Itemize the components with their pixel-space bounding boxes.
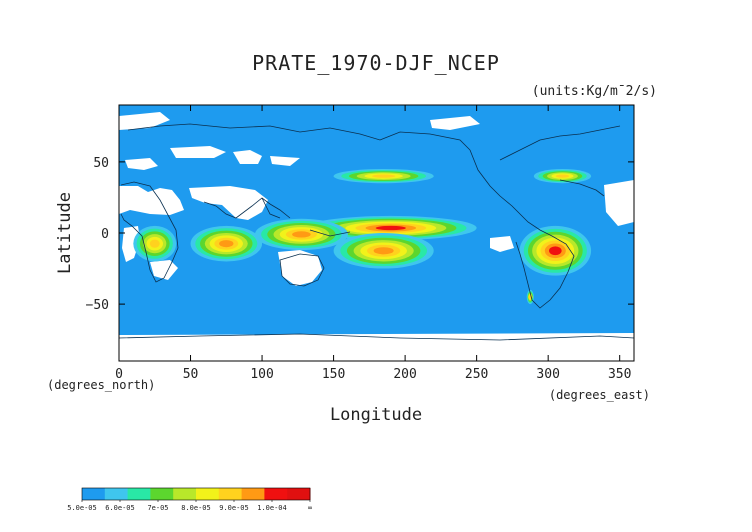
region-central-africa	[133, 225, 177, 262]
y-tick-label--50: −50	[86, 298, 109, 313]
colorbar: 5.0e-05 6.0e-05 7e-05 8.0e-05 9.0e-05 1.0e-04…	[67, 487, 312, 512]
colorbar-swatch-7	[241, 488, 265, 500]
x-tick-label-100: 100	[250, 367, 273, 382]
x-unit-label: (degrees_east)	[549, 388, 650, 402]
region-north-atlantic-storm-track-level-6	[555, 174, 570, 178]
region-spcz-south-pacific-level-7	[373, 247, 394, 255]
colorbar-swatch-2	[127, 488, 151, 500]
region-spcz-south-pacific	[333, 233, 434, 269]
region-maritime-continent	[254, 218, 348, 251]
colorbar-label-5: 1.0e-04	[257, 504, 287, 512]
x-tick-marks: 0 50 100 150 200 250 300 350	[115, 105, 631, 382]
region-itcz-central-pacific-level-8	[375, 225, 406, 231]
colorbar-label-4: 9.0e-05	[219, 504, 249, 512]
y-axis-title: Latitude	[55, 192, 75, 274]
colorbar-label-0: 5.0e-05	[67, 504, 97, 512]
colorbar-swatch-8	[264, 488, 288, 500]
x-tick-label-150: 150	[322, 367, 345, 382]
colorbar-swatch-5	[196, 488, 220, 500]
x-tick-label-300: 300	[536, 367, 559, 382]
x-tick-label-50: 50	[183, 367, 199, 382]
colorbar-swatch-1	[104, 488, 129, 500]
region-south-america	[519, 225, 592, 276]
y-tick-marks: −50 0 50	[86, 156, 634, 313]
x-tick-label-250: 250	[465, 367, 488, 382]
region-north-pacific-storm-track	[333, 169, 434, 184]
x-tick-label-200: 200	[393, 367, 416, 382]
y-tick-label-50: 50	[93, 156, 109, 171]
colorbar-swatch-6	[218, 488, 243, 500]
chart-title: PRATE_1970-DJF_NCEP	[252, 51, 500, 75]
region-north-pacific-storm-track-level-6	[372, 174, 396, 178]
region-north-atlantic-storm-track	[533, 169, 592, 184]
region-indian-ocean-level-7	[219, 240, 234, 248]
colorbar-label-2: 7e-05	[147, 504, 168, 512]
x-tick-label-350: 350	[608, 367, 631, 382]
colorbar-label-1: 6.0e-05	[105, 504, 135, 512]
y-unit-label: (degrees_north)	[47, 378, 155, 392]
region-indian-ocean	[190, 225, 263, 262]
colorbar-swatch-3	[150, 488, 174, 500]
region-itcz-central-pacific	[304, 215, 477, 241]
coastlines	[118, 123, 635, 341]
colorbar-label-3: 8.0e-05	[181, 504, 211, 512]
region-south-america-level-8	[549, 246, 562, 256]
y-tick-label-0: 0	[101, 227, 109, 242]
region-central-africa-level-6	[149, 239, 160, 248]
x-tick-label-0: 0	[115, 367, 123, 382]
colorbar-swatch-4	[173, 488, 197, 500]
colorbar-label-6: ∞	[308, 504, 312, 512]
colorbar-swatch-0	[82, 488, 106, 500]
units-label: (units:Kg/m¯2/s)	[532, 84, 657, 99]
region-maritime-continent-level-7	[292, 231, 311, 238]
colorbar-swatch-9	[287, 488, 311, 500]
precipitation-shading	[133, 169, 592, 305]
map-plot-area: 0 50 100 150 200 250 300 350 −50 0 50	[86, 104, 635, 382]
x-axis-title: Longitude	[330, 405, 422, 425]
